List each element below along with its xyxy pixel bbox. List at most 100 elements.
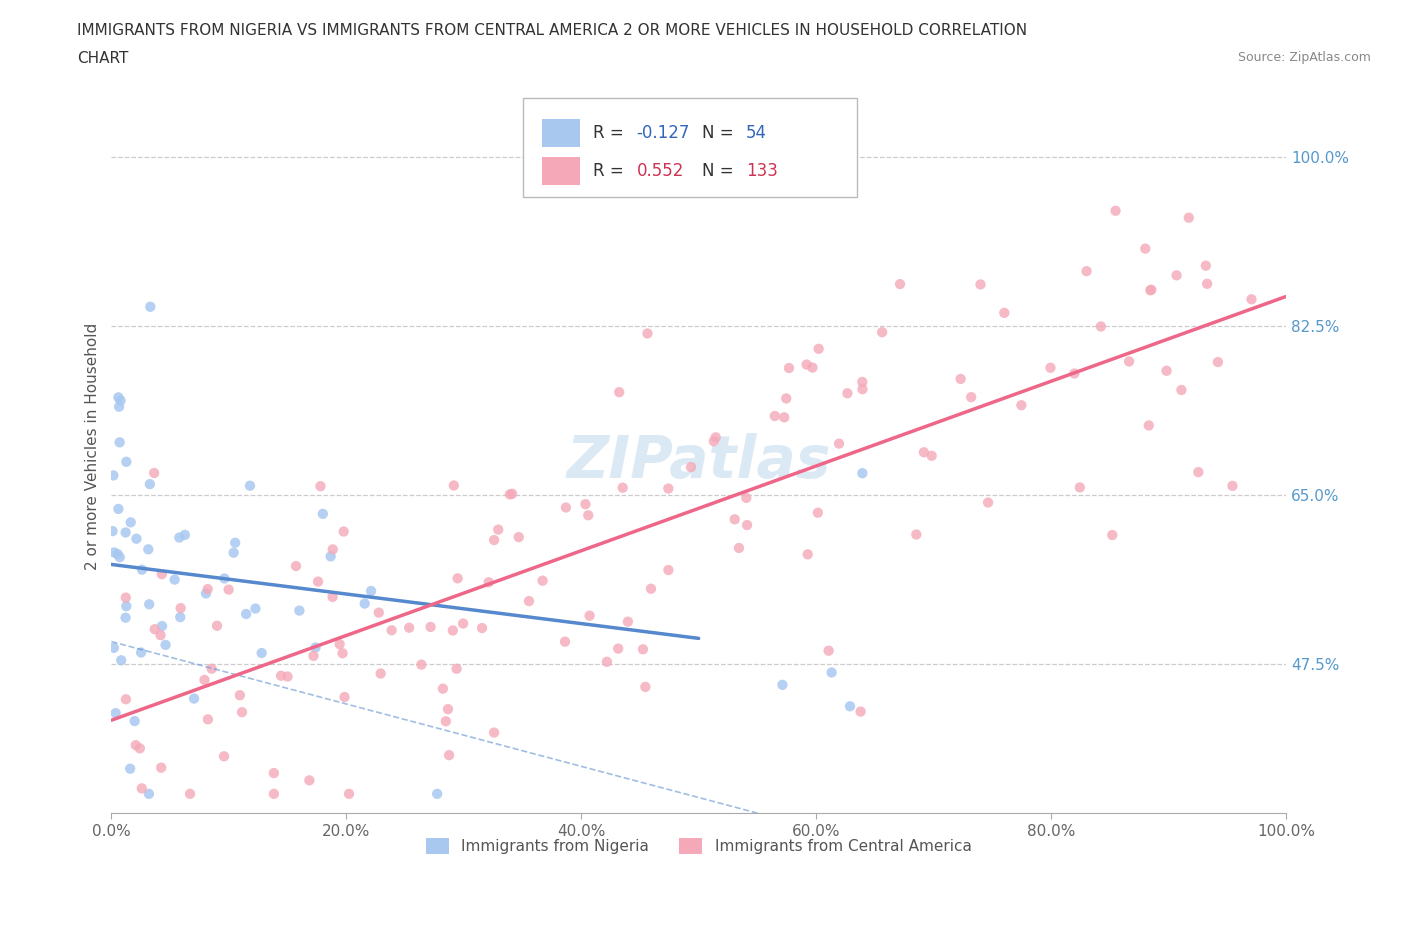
Point xyxy=(138,597,160,612)
Point xyxy=(398,620,420,635)
Point xyxy=(1039,360,1062,375)
Point xyxy=(531,573,554,588)
Point xyxy=(120,762,142,777)
Text: N =: N = xyxy=(702,162,740,180)
Point xyxy=(1206,354,1229,369)
Point xyxy=(1170,382,1192,397)
Point xyxy=(478,575,501,590)
Point xyxy=(360,583,382,598)
Point xyxy=(801,360,824,375)
Point xyxy=(704,430,727,445)
Point xyxy=(554,634,576,649)
Point xyxy=(312,507,335,522)
Point xyxy=(851,381,873,396)
Point xyxy=(612,480,634,495)
Point xyxy=(977,495,1000,510)
Point xyxy=(103,468,125,483)
Point xyxy=(1195,259,1218,273)
Point xyxy=(163,572,186,587)
Point xyxy=(138,787,160,802)
Text: 0.552: 0.552 xyxy=(637,162,683,180)
Point xyxy=(298,773,321,788)
Point xyxy=(370,666,392,681)
Point xyxy=(150,760,173,775)
Point xyxy=(1010,398,1032,413)
Point xyxy=(288,604,311,618)
Point xyxy=(197,712,219,727)
Point xyxy=(640,581,662,596)
Point xyxy=(150,618,173,633)
Point xyxy=(817,644,839,658)
Point xyxy=(205,618,228,633)
Point xyxy=(634,680,657,695)
Point xyxy=(179,787,201,802)
Point xyxy=(169,601,191,616)
Point xyxy=(607,641,630,656)
Point xyxy=(889,277,911,292)
Point xyxy=(437,702,460,717)
Point xyxy=(657,563,679,578)
Point xyxy=(143,622,166,637)
Point xyxy=(728,540,751,555)
Point xyxy=(499,487,522,502)
Point xyxy=(870,325,893,339)
Point xyxy=(1140,283,1163,298)
Point xyxy=(426,787,449,802)
Point xyxy=(1076,264,1098,279)
Point xyxy=(820,665,842,680)
Point xyxy=(367,605,389,620)
Point xyxy=(1118,354,1140,369)
Point xyxy=(636,326,658,341)
Point xyxy=(905,527,928,542)
Point xyxy=(353,596,375,611)
Y-axis label: 2 or more Vehicles in Household: 2 or more Vehicles in Household xyxy=(86,323,100,570)
Legend: Immigrants from Nigeria, Immigrants from Central America: Immigrants from Nigeria, Immigrants from… xyxy=(420,832,977,860)
Point xyxy=(212,749,235,764)
Point xyxy=(1101,527,1123,542)
Text: 133: 133 xyxy=(745,162,778,180)
Point xyxy=(103,641,125,656)
Point xyxy=(576,508,599,523)
Point xyxy=(471,620,494,635)
Point xyxy=(828,436,851,451)
Point xyxy=(218,582,240,597)
Point xyxy=(250,645,273,660)
Point xyxy=(446,571,468,586)
Point xyxy=(1090,319,1112,334)
Point xyxy=(1137,418,1160,432)
Point xyxy=(104,706,127,721)
Point xyxy=(173,527,195,542)
Point xyxy=(307,574,329,589)
Point xyxy=(631,642,654,657)
Point xyxy=(103,545,125,560)
Point xyxy=(129,645,152,660)
Point xyxy=(110,393,132,408)
Point xyxy=(501,486,523,501)
Point xyxy=(1156,364,1178,379)
Point xyxy=(807,341,830,356)
Point xyxy=(724,512,747,526)
Point xyxy=(679,459,702,474)
Point xyxy=(657,481,679,496)
Point xyxy=(849,704,872,719)
Text: N =: N = xyxy=(702,124,740,142)
Point xyxy=(517,593,540,608)
Point xyxy=(285,559,308,574)
Point xyxy=(735,518,758,533)
Point xyxy=(839,698,862,713)
Point xyxy=(263,787,285,802)
Point xyxy=(851,375,873,390)
Point xyxy=(949,371,972,386)
Text: 54: 54 xyxy=(745,124,766,142)
Point xyxy=(101,524,124,538)
Point xyxy=(229,688,252,703)
Point xyxy=(107,390,129,405)
Point xyxy=(607,385,630,400)
FancyBboxPatch shape xyxy=(523,99,858,197)
Point xyxy=(703,433,725,448)
Point xyxy=(578,608,600,623)
Point xyxy=(125,531,148,546)
Point xyxy=(807,505,830,520)
Point xyxy=(239,478,262,493)
Point xyxy=(309,479,332,494)
